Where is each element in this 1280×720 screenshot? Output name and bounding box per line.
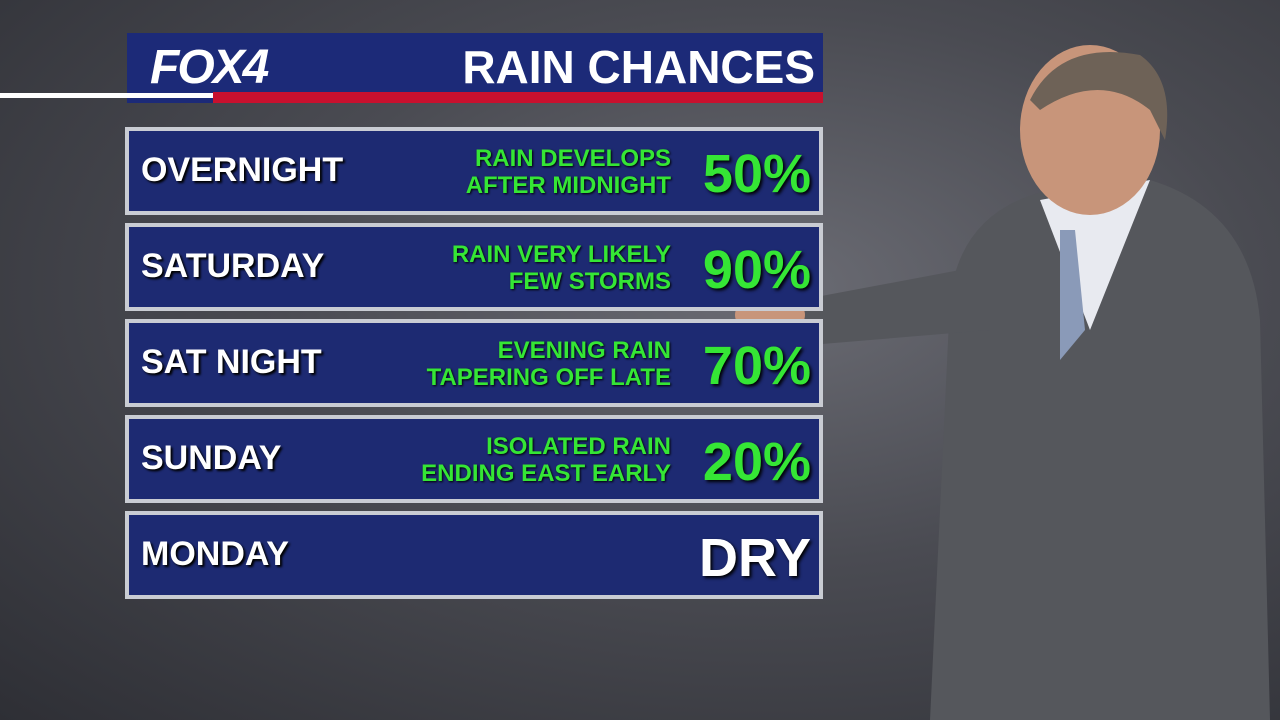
rain-chance: 90% xyxy=(702,240,811,300)
forecast-row: SATURDAY RAIN VERY LIKELY FEW STORMS 90% xyxy=(125,223,823,311)
rain-chance: 50% xyxy=(702,144,811,204)
header-bar xyxy=(127,33,823,103)
period: OVERNIGHT xyxy=(141,151,344,189)
description: RAIN VERY LIKELY FEW STORMS xyxy=(452,241,671,295)
rain-chance: 70% xyxy=(702,336,811,396)
description-line: ENDING EAST EARLY xyxy=(421,460,671,487)
header-line xyxy=(0,93,213,98)
period: SAT NIGHT xyxy=(141,343,322,381)
forecast-row: SAT NIGHT EVENING RAIN TAPERING OFF LATE 70… xyxy=(125,319,823,407)
description-line: TAPERING OFF LATE xyxy=(426,364,671,391)
header-stripe xyxy=(213,92,823,103)
period: MONDAY xyxy=(141,535,289,573)
description: ISOLATED RAIN ENDING EAST EARLY xyxy=(421,433,671,487)
forecast-row: MONDAY DRY xyxy=(125,511,823,599)
logo: FOX4 xyxy=(150,41,269,94)
description-line: FEW STORMS xyxy=(508,268,671,295)
forecast-row: SUNDAY ISOLATED RAIN ENDING EAST EARLY 20% xyxy=(125,415,823,503)
title: RAIN CHANCES xyxy=(462,41,815,93)
description-line: RAIN DEVELOPS xyxy=(474,145,671,172)
period: SATURDAY xyxy=(141,247,325,285)
rain-chance: 20% xyxy=(702,432,811,492)
period: SUNDAY xyxy=(141,439,282,477)
rain-chance: DRY xyxy=(698,528,811,588)
forecast-row: OVERNIGHT RAIN DEVELOPS AFTER MIDNIGHT 50% xyxy=(125,127,823,215)
description: EVENING RAIN TAPERING OFF LATE xyxy=(427,337,671,391)
description-line: AFTER MIDNIGHT xyxy=(465,172,671,199)
description: RAIN DEVELOPS AFTER MIDNIGHT xyxy=(466,145,671,199)
description-line: ISOLATED RAIN xyxy=(486,433,671,460)
description-line: EVENING RAIN xyxy=(497,337,671,364)
description-line: RAIN VERY LIKELY xyxy=(451,241,671,268)
